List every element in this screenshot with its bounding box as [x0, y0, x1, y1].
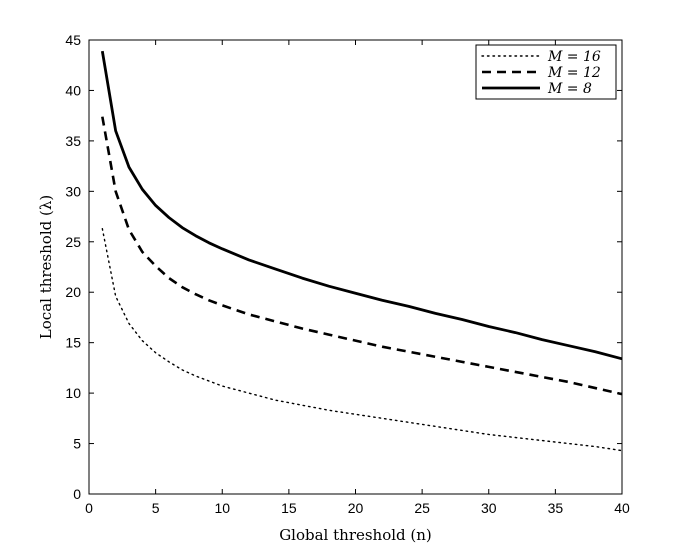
x-axis-title: Global threshold (n)	[279, 526, 432, 544]
legend-label-1: M = 12	[547, 65, 601, 81]
series-line-0	[101, 227, 623, 452]
x-tick-label: 20	[348, 500, 364, 516]
y-tick-label: 10	[65, 385, 81, 401]
x-tick-label: 35	[548, 500, 564, 516]
y-tick-label: 5	[73, 436, 81, 452]
y-tick-label: 0	[73, 486, 81, 502]
series-line-2	[100, 50, 623, 361]
y-tick-label: 20	[65, 284, 81, 300]
series-layer	[100, 50, 623, 452]
legend-label-0: M = 16	[547, 49, 601, 65]
series-line-1	[101, 116, 623, 396]
x-axis: 0 5 10 15 20 25 30 35 40	[85, 40, 630, 516]
y-tick-label: 25	[65, 234, 81, 250]
x-tick-label: 0	[85, 500, 93, 516]
plot-area	[89, 40, 622, 494]
legend-label-2: M = 8	[547, 81, 592, 97]
y-axis: 0 5 10 15 20 25 30 35 40 45	[65, 32, 622, 502]
x-tick-label: 5	[152, 500, 160, 516]
x-tick-label: 25	[414, 500, 430, 516]
y-tick-label: 45	[65, 32, 81, 48]
x-tick-label: 10	[214, 500, 230, 516]
y-axis-title: Local threshold (λ)	[37, 195, 55, 339]
y-tick-label: 40	[65, 82, 81, 98]
y-tick-label: 15	[65, 335, 81, 351]
x-tick-label: 40	[614, 500, 630, 516]
x-tick-label: 30	[481, 500, 497, 516]
y-tick-label: 30	[65, 183, 81, 199]
x-tick-label: 15	[281, 500, 297, 516]
y-tick-label: 35	[65, 133, 81, 149]
legend: M = 16M = 12M = 8	[475, 44, 617, 100]
